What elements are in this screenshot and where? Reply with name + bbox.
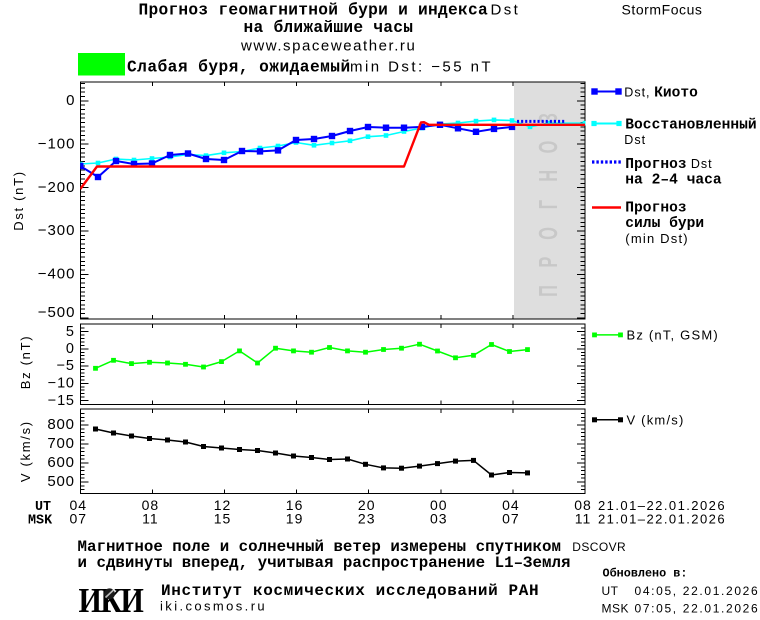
svg-text:−100: −100 xyxy=(38,135,76,152)
svg-text:UT: UT xyxy=(35,500,51,515)
svg-text:−5: −5 xyxy=(57,358,75,374)
svg-text:600: 600 xyxy=(47,454,74,471)
svg-text:−15: −15 xyxy=(48,393,75,409)
svg-text:StormFocus: StormFocus xyxy=(622,2,703,18)
svg-text:Р: Р xyxy=(533,257,563,268)
svg-text:−500: −500 xyxy=(38,304,76,321)
svg-text:О: О xyxy=(533,141,563,154)
svg-text:07: 07 xyxy=(70,511,88,527)
svg-text:min Dst: −55 nT: min Dst: −55 nT xyxy=(350,59,493,76)
svg-text:MSK: MSK xyxy=(28,514,53,529)
svg-text:−10: −10 xyxy=(48,376,75,392)
svg-text:Институт космических исследова: Институт космических исследований РАН xyxy=(161,582,539,600)
svg-text:Г: Г xyxy=(533,200,563,209)
svg-text:UT: UT xyxy=(602,584,619,598)
svg-text:04:05, 22.01.2026: 04:05, 22.01.2026 xyxy=(635,584,760,598)
svg-text:на ближайшие часы: на ближайшие часы xyxy=(244,19,414,37)
svg-text:З: З xyxy=(533,113,563,123)
svg-text:07:05, 22.01.2026: 07:05, 22.01.2026 xyxy=(635,602,760,616)
svg-text:07: 07 xyxy=(502,511,520,527)
svg-text:О: О xyxy=(533,227,563,240)
svg-text:на 2–4 часа: на 2–4 часа xyxy=(625,173,722,189)
svg-text:Н: Н xyxy=(533,170,563,182)
svg-text:−400: −400 xyxy=(38,266,76,283)
svg-text:V (km/s): V (km/s) xyxy=(627,413,685,428)
svg-text:Dst: Dst xyxy=(691,157,713,171)
svg-text:11: 11 xyxy=(142,511,159,527)
svg-text:5: 5 xyxy=(66,324,75,340)
svg-text:04: 04 xyxy=(502,497,520,513)
svg-text:Dst (nT): Dst (nT) xyxy=(11,170,26,231)
svg-text:08: 08 xyxy=(574,497,592,513)
svg-text:Dst: Dst xyxy=(491,2,521,19)
svg-text:04: 04 xyxy=(70,497,88,513)
svg-text:Киото: Киото xyxy=(654,85,698,101)
svg-text:MSK: MSK xyxy=(602,602,630,616)
svg-text:21.01–22.01.2026: 21.01–22.01.2026 xyxy=(598,498,726,513)
svg-text:11: 11 xyxy=(575,511,592,527)
svg-text:Восстановленный: Восстановленный xyxy=(625,118,756,134)
svg-text:П: П xyxy=(533,285,563,297)
svg-text:21.01–22.01.2026: 21.01–22.01.2026 xyxy=(598,512,726,527)
svg-text:ИКИ: ИКИ xyxy=(79,582,144,620)
svg-text:03: 03 xyxy=(430,511,448,527)
svg-text:Dst,: Dst, xyxy=(624,85,650,99)
svg-text:500: 500 xyxy=(47,473,74,490)
svg-text:V (km/s): V (km/s) xyxy=(18,420,33,482)
svg-text:19: 19 xyxy=(286,511,304,527)
svg-text:23: 23 xyxy=(358,511,376,527)
svg-text:20: 20 xyxy=(358,497,376,513)
svg-text:0: 0 xyxy=(66,92,75,109)
svg-text:−200: −200 xyxy=(38,179,76,196)
svg-text:Магнитное поле и солнечный вет: Магнитное поле и солнечный ветер измерен… xyxy=(78,538,561,556)
svg-text:силы бури: силы бури xyxy=(625,216,704,232)
svg-text:−300: −300 xyxy=(38,222,76,239)
svg-text:DSCOVR: DSCOVR xyxy=(572,540,626,554)
svg-text:800: 800 xyxy=(47,416,74,433)
svg-text:08: 08 xyxy=(142,497,160,513)
svg-text:Прогноз: Прогноз xyxy=(625,201,686,217)
svg-text:Dst: Dst xyxy=(624,133,646,147)
svg-text:Bz (nT): Bz (nT) xyxy=(18,335,33,390)
svg-text:iki.cosmos.ru: iki.cosmos.ru xyxy=(160,599,267,614)
svg-text:00: 00 xyxy=(430,497,448,513)
svg-text:Прогноз геомагнитной бури и ин: Прогноз геомагнитной бури и индекса xyxy=(139,2,488,20)
svg-text:12: 12 xyxy=(214,497,232,513)
svg-text:(min Dst): (min Dst) xyxy=(625,231,689,246)
svg-text:Bz (nT, GSM): Bz (nT, GSM) xyxy=(627,328,719,343)
svg-text:16: 16 xyxy=(286,497,304,513)
svg-text:www.spaceweather.ru: www.spaceweather.ru xyxy=(240,38,416,55)
svg-text:0: 0 xyxy=(66,341,75,357)
svg-text:15: 15 xyxy=(214,511,232,527)
svg-text:700: 700 xyxy=(47,435,74,452)
svg-text:и сдвинуты вперед, учитывая ра: и сдвинуты вперед, учитывая распростране… xyxy=(78,554,571,572)
svg-text:Обновлено в:: Обновлено в: xyxy=(603,567,688,581)
svg-text:Слабая буря, ожидаемый: Слабая буря, ожидаемый xyxy=(127,59,351,77)
svg-text:Прогноз: Прогноз xyxy=(625,157,686,173)
